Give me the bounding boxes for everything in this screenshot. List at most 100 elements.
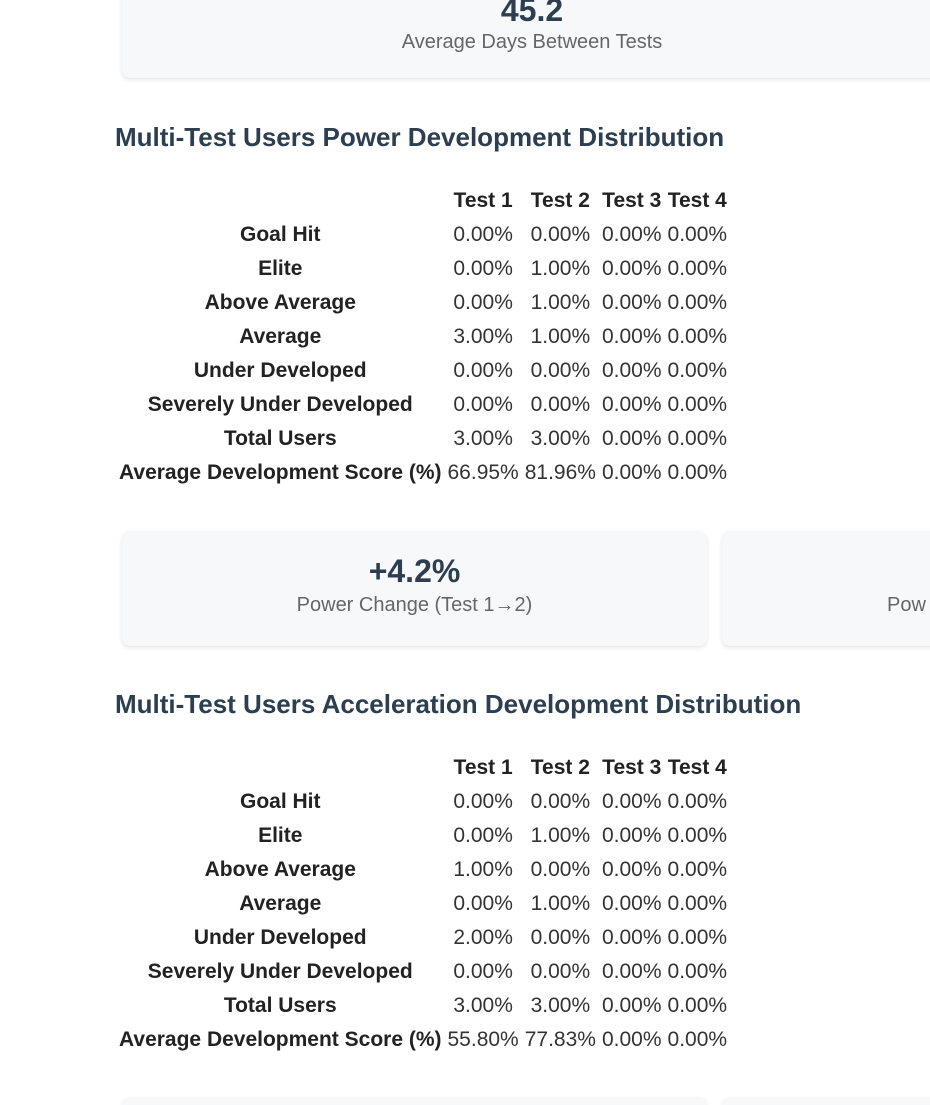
table-row: Under Developed 2.00% 0.00% 0.00% 0.00% <box>116 921 730 955</box>
cell: 0.00% <box>453 824 513 847</box>
row-label: Average <box>239 325 322 348</box>
cell: 0.00% <box>453 359 513 382</box>
row-label: Above Average <box>204 291 356 314</box>
cell: 2.00% <box>453 926 513 949</box>
power-col-test-2: Test 2 <box>530 189 590 212</box>
cell: 0.00% <box>601 223 662 246</box>
avg-days-value: 45.2 <box>500 0 564 28</box>
power-col-test-4: Test 4 <box>667 189 727 212</box>
table-row: Average 0.00% 1.00% 0.00% 0.00% <box>116 887 730 921</box>
power-change-value: +4.2% <box>368 553 461 589</box>
cell: 0.00% <box>601 824 662 847</box>
cell: 0.00% <box>667 393 728 416</box>
cell: 0.00% <box>601 994 662 1017</box>
cell: 77.83% <box>524 1028 596 1051</box>
avg-days-label: Average Days Between Tests <box>401 31 663 53</box>
cell: 55.80% <box>447 1028 519 1051</box>
acceleration-table-corner <box>116 751 445 785</box>
cell: 0.00% <box>601 790 662 813</box>
power-section-title: Multi-Test Users Power Development Distr… <box>115 122 725 152</box>
cell: 0.00% <box>601 393 662 416</box>
cell: 0.00% <box>667 858 728 881</box>
acceleration-col-test-4: Test 4 <box>667 756 727 779</box>
power-change-2-value <box>722 553 930 589</box>
cell: 0.00% <box>530 359 591 382</box>
row-label: Under Developed <box>193 359 367 382</box>
cell: 1.00% <box>530 892 591 915</box>
cell: 0.00% <box>667 257 728 280</box>
acceleration-section-title: Multi-Test Users Acceleration Developmen… <box>115 689 802 719</box>
acceleration-table-header-row: Test 1 Test 2 Test 3 Test 4 <box>116 751 730 785</box>
cell: 3.00% <box>453 325 513 348</box>
acceleration-distribution-table: Test 1 Test 2 Test 3 Test 4 Goal Hit 0.0… <box>116 751 730 1057</box>
cell: 0.00% <box>453 291 513 314</box>
cell: 0.00% <box>453 393 513 416</box>
cell: 0.00% <box>601 359 662 382</box>
power-change-label: Power Change (Test 1→2) <box>296 594 533 616</box>
power-change-card-2: Pow <box>722 531 930 646</box>
cell: 0.00% <box>530 960 591 983</box>
table-row: Total Users 3.00% 3.00% 0.00% 0.00% <box>116 422 730 456</box>
acceleration-col-test-1: Test 1 <box>453 756 513 779</box>
cell: 0.00% <box>667 325 728 348</box>
table-row: Under Developed 0.00% 0.00% 0.00% 0.00% <box>116 354 730 388</box>
cell: 0.00% <box>601 858 662 881</box>
cell: 0.00% <box>530 926 591 949</box>
cell: 0.00% <box>667 892 728 915</box>
cell: 0.00% <box>667 994 728 1017</box>
cell: 0.00% <box>667 790 728 813</box>
cell: 0.00% <box>453 960 513 983</box>
cell: 0.00% <box>601 1028 662 1051</box>
acceleration-change-card-2 <box>722 1097 930 1105</box>
row-label: Average Development Score (%) <box>119 1028 442 1051</box>
power-distribution-table: Test 1 Test 2 Test 3 Test 4 Goal Hit 0.0… <box>116 184 730 490</box>
table-row: Total Users 3.00% 3.00% 0.00% 0.00% <box>116 989 730 1023</box>
power-col-test-3: Test 3 <box>602 189 662 212</box>
power-col-test-1: Test 1 <box>453 189 513 212</box>
cell: 0.00% <box>453 223 513 246</box>
cell: 0.00% <box>530 393 591 416</box>
cell: 81.96% <box>524 461 596 484</box>
cell: 3.00% <box>530 427 591 450</box>
row-label: Elite <box>258 257 303 280</box>
cell: 0.00% <box>667 824 728 847</box>
cell: 3.00% <box>453 994 513 1017</box>
cell: 0.00% <box>601 325 662 348</box>
table-row: Elite 0.00% 1.00% 0.00% 0.00% <box>116 252 730 286</box>
table-row: Elite 0.00% 1.00% 0.00% 0.00% <box>116 819 730 853</box>
cell: 0.00% <box>667 223 728 246</box>
cell: 1.00% <box>530 257 591 280</box>
row-label: Above Average <box>204 858 356 881</box>
power-change-2-label: Pow <box>887 594 926 616</box>
cell: 3.00% <box>453 427 513 450</box>
cell: 0.00% <box>453 892 513 915</box>
table-row: Above Average 0.00% 1.00% 0.00% 0.00% <box>116 286 730 320</box>
acceleration-col-test-2: Test 2 <box>530 756 590 779</box>
cell: 0.00% <box>667 291 728 314</box>
row-label: Goal Hit <box>239 790 321 813</box>
power-change-card: +4.2% Power Change (Test 1→2) <box>122 531 707 646</box>
cell: 0.00% <box>530 790 591 813</box>
table-row: Goal Hit 0.00% 0.00% 0.00% 0.00% <box>116 218 730 252</box>
row-label: Total Users <box>223 427 337 450</box>
row-label: Severely Under Developed <box>147 960 413 983</box>
row-label: Under Developed <box>193 926 367 949</box>
cell: 1.00% <box>453 858 513 881</box>
power-table-corner <box>116 184 445 218</box>
cell: 0.00% <box>601 461 662 484</box>
cell: 0.00% <box>667 359 728 382</box>
acceleration-col-test-3: Test 3 <box>602 756 662 779</box>
cell: 0.00% <box>667 926 728 949</box>
table-row: Above Average 1.00% 0.00% 0.00% 0.00% <box>116 853 730 887</box>
table-row: Goal Hit 0.00% 0.00% 0.00% 0.00% <box>116 785 730 819</box>
cell: 0.00% <box>453 257 513 280</box>
cell: 0.00% <box>667 427 728 450</box>
acceleration-change-card <box>122 1097 707 1105</box>
row-label: Elite <box>258 824 303 847</box>
row-label: Total Users <box>223 994 337 1017</box>
cell: 0.00% <box>453 790 513 813</box>
table-row: Average 3.00% 1.00% 0.00% 0.00% <box>116 320 730 354</box>
avg-days-card: 45.2 Average Days Between Tests <box>122 0 930 78</box>
cell: 0.00% <box>667 960 728 983</box>
row-label: Severely Under Developed <box>147 393 413 416</box>
